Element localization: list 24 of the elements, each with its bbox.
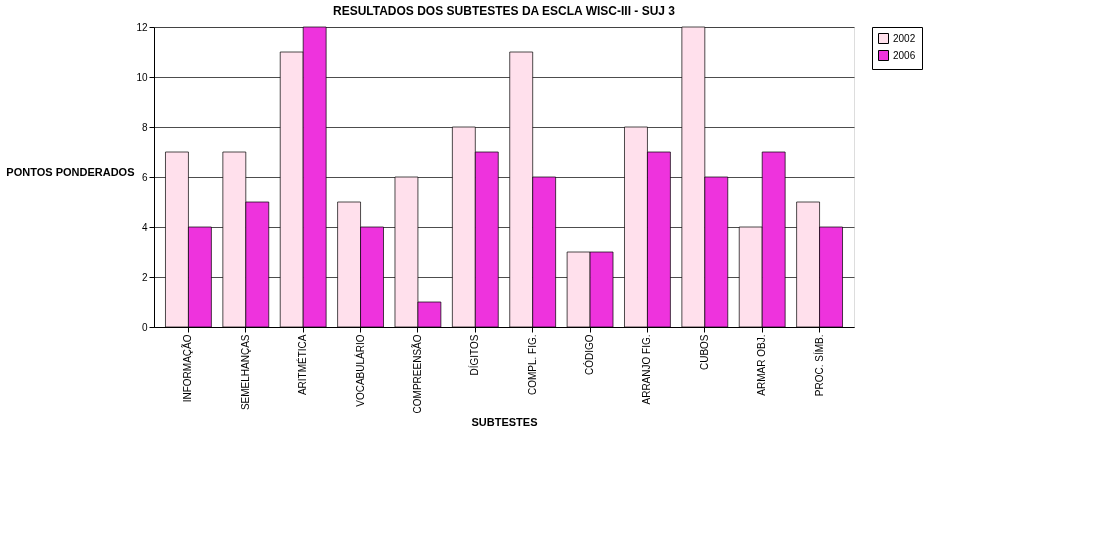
x-tick-label: COMPREENSÃO bbox=[410, 334, 423, 414]
chart-title: RESULTADOS DOS SUBTESTES DA ESCLA WISC-III - SUJ 3 bbox=[332, 4, 676, 18]
y-tick-label: 0 bbox=[141, 321, 148, 333]
y-tick-label: 6 bbox=[141, 171, 148, 183]
x-tick-label: DÍGITOS bbox=[468, 334, 481, 376]
x-tick-label: INFORMAÇÃO bbox=[181, 334, 194, 403]
legend-label: 2006 bbox=[893, 49, 916, 61]
x-tick-label: ARMAR OBJ. bbox=[756, 334, 768, 396]
x-tick-label: CUBOS bbox=[698, 334, 710, 371]
x-tick-label: ARRANJO FIG. bbox=[641, 334, 653, 405]
y-tick-label: 4 bbox=[141, 221, 148, 233]
x-axis-title: SUBTESTES bbox=[471, 416, 538, 429]
legend-label: 2002 bbox=[893, 32, 916, 44]
x-tick-label: VOCABULÁRIO bbox=[353, 334, 366, 407]
x-tick-label: COMPL. FIG. bbox=[526, 334, 538, 396]
x-tick-label: PROC. SÍMB. bbox=[812, 334, 825, 397]
y-tick-label: 8 bbox=[141, 121, 148, 133]
x-tick-label: CÓDIGO bbox=[583, 334, 596, 376]
x-tick-label: SEMELHANÇAS bbox=[239, 334, 251, 411]
x-tick-label: ARITMÉTICA bbox=[296, 334, 309, 396]
y-tick-label: 2 bbox=[141, 271, 148, 283]
y-tick-label: 10 bbox=[136, 71, 148, 83]
y-tick-label: 12 bbox=[136, 21, 148, 33]
y-axis-title: PONTOS PONDERADOS bbox=[6, 165, 135, 178]
